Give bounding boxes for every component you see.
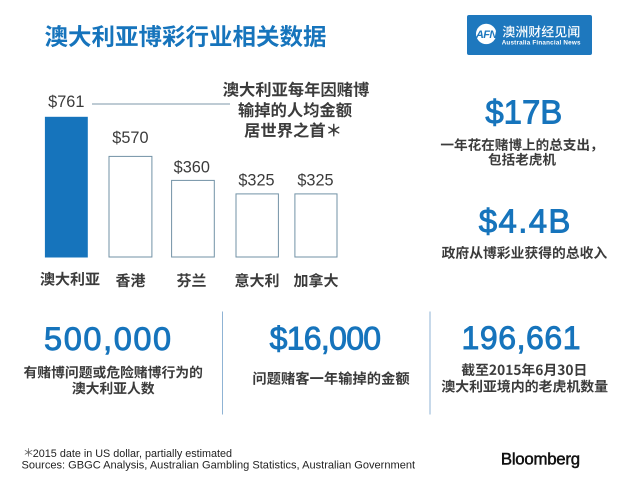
svg-text:$360: $360 [174,159,210,177]
svg-text:$570: $570 [112,129,148,147]
svg-text:$761: $761 [48,93,84,111]
svg-text:$325: $325 [297,171,333,189]
svg-text:500,000: 500,000 [44,321,173,357]
svg-text:$325: $325 [238,171,274,189]
svg-text:Bloomberg: Bloomberg [501,449,580,468]
svg-text:Sources: GBGC Analysis, Austra: Sources: GBGC Analysis, Australian Gambl… [22,459,416,471]
svg-text:196,661: 196,661 [462,320,582,356]
svg-text:$16,000: $16,000 [270,320,381,356]
svg-text:$17B: $17B [485,93,562,130]
svg-text:Australia Financial News: Australia Financial News [502,39,581,46]
svg-text:AFN: AFN [475,29,498,41]
svg-text:2015 date in US dollar, partia: 2015 date in US dollar, partially estima… [33,448,232,460]
svg-text:$4.4B: $4.4B [479,202,572,239]
